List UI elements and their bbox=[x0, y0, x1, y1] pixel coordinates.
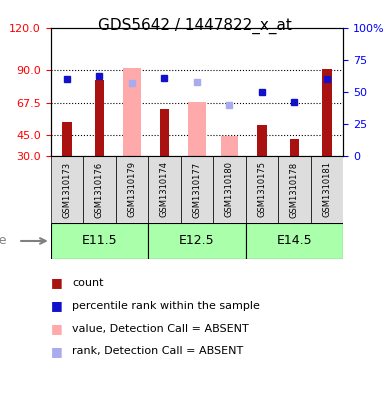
Bar bbox=[188, 102, 206, 156]
Text: percentile rank within the sample: percentile rank within the sample bbox=[72, 301, 260, 311]
Text: GSM1310177: GSM1310177 bbox=[192, 162, 202, 217]
FancyBboxPatch shape bbox=[246, 222, 343, 259]
FancyBboxPatch shape bbox=[116, 156, 148, 222]
Bar bbox=[95, 81, 104, 156]
Text: GSM1310175: GSM1310175 bbox=[257, 162, 266, 217]
Bar bbox=[160, 109, 169, 156]
Bar bbox=[323, 69, 332, 156]
Text: E14.5: E14.5 bbox=[277, 235, 312, 248]
Bar bbox=[62, 122, 71, 156]
Text: GSM1310181: GSM1310181 bbox=[323, 162, 332, 217]
Text: GSM1310179: GSM1310179 bbox=[128, 162, 136, 217]
Text: ■: ■ bbox=[51, 322, 62, 335]
Bar bbox=[257, 125, 266, 156]
FancyBboxPatch shape bbox=[51, 156, 83, 222]
FancyBboxPatch shape bbox=[148, 156, 181, 222]
Text: GSM1310180: GSM1310180 bbox=[225, 162, 234, 217]
Text: value, Detection Call = ABSENT: value, Detection Call = ABSENT bbox=[72, 323, 249, 334]
FancyBboxPatch shape bbox=[83, 156, 116, 222]
Bar bbox=[220, 136, 238, 156]
FancyBboxPatch shape bbox=[246, 156, 278, 222]
Text: E12.5: E12.5 bbox=[179, 235, 215, 248]
Bar bbox=[123, 68, 141, 156]
Text: GSM1310176: GSM1310176 bbox=[95, 162, 104, 217]
Text: ■: ■ bbox=[51, 299, 62, 312]
FancyBboxPatch shape bbox=[278, 156, 311, 222]
Text: ■: ■ bbox=[51, 276, 62, 290]
Text: GDS5642 / 1447822_x_at: GDS5642 / 1447822_x_at bbox=[98, 18, 292, 34]
Bar bbox=[290, 139, 299, 156]
Text: E11.5: E11.5 bbox=[82, 235, 117, 248]
FancyBboxPatch shape bbox=[311, 156, 343, 222]
Text: count: count bbox=[72, 278, 104, 288]
FancyBboxPatch shape bbox=[181, 156, 213, 222]
FancyBboxPatch shape bbox=[51, 222, 148, 259]
Text: GSM1310174: GSM1310174 bbox=[160, 162, 169, 217]
Text: ■: ■ bbox=[51, 345, 62, 358]
Text: GSM1310178: GSM1310178 bbox=[290, 162, 299, 217]
FancyBboxPatch shape bbox=[213, 156, 246, 222]
Text: GSM1310173: GSM1310173 bbox=[62, 162, 71, 217]
Text: age: age bbox=[0, 235, 7, 248]
FancyBboxPatch shape bbox=[148, 222, 246, 259]
Text: rank, Detection Call = ABSENT: rank, Detection Call = ABSENT bbox=[72, 346, 243, 356]
